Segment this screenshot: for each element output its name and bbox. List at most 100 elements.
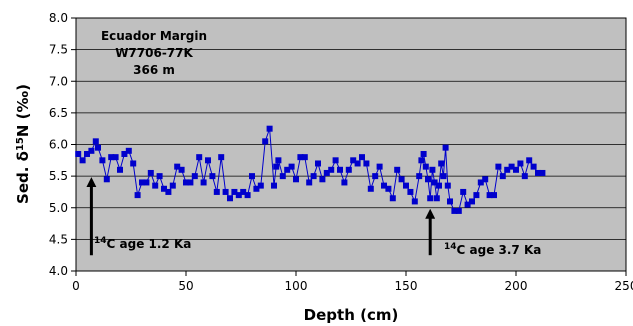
data-point [491,192,497,199]
y-tick-label: 7.0 [49,74,68,88]
annotation-label: 14C age 3.7 Ka [444,242,541,257]
data-point [337,166,343,173]
data-point [451,207,458,214]
annotation-label: 14C age 1.2 Ka [94,236,191,251]
data-point [244,192,251,199]
y-axis-ticks: 4.0 4.5 5.0 5.5 6.0 6.5 7.0 7.5 8.0 [49,11,76,278]
data-point [231,188,238,195]
data-point [508,163,515,170]
data-point [169,182,176,189]
data-point [271,182,277,189]
data-point [385,185,392,192]
data-point [422,163,429,170]
data-point [513,166,519,173]
data-point [279,173,286,180]
x-axis-title: Depth (cm) [304,306,399,324]
data-point [431,179,438,186]
data-point [99,157,106,164]
y-axis-title: Sed. δ15N (‰) [14,84,32,204]
data-point [394,166,401,173]
data-point [372,173,379,180]
data-point [130,160,137,167]
data-point [504,166,511,173]
data-point [161,185,167,192]
data-point [447,198,453,205]
data-point [341,179,348,186]
data-point [262,138,269,145]
data-point [438,160,445,167]
data-point [213,188,220,195]
data-point [88,147,95,154]
x-tick-label: 100 [285,279,308,293]
data-point [240,188,247,195]
gridlines [76,17,626,272]
data-point [103,176,110,183]
data-point [363,160,370,167]
data-point [444,182,451,189]
data-point [332,157,339,164]
data-point [75,150,82,157]
data-point [420,150,427,157]
data-point [517,160,524,167]
data-point [92,138,99,145]
data-point [249,173,255,180]
series-line [75,125,546,214]
y-tick-label: 6.0 [49,138,68,152]
data-point [266,125,273,132]
data-point [235,192,242,199]
data-point [121,150,128,157]
data-point [284,166,291,173]
y-tick-label: 6.5 [49,106,68,120]
data-point [436,182,442,189]
data-point [315,160,321,167]
data-point [328,166,335,173]
data-point [345,166,352,173]
x-tick-label: 200 [505,279,528,293]
data-point [495,163,502,170]
data-point [112,154,119,161]
data-point [174,163,181,170]
data-point [398,176,405,183]
data-point [425,176,431,183]
data-point [464,201,471,208]
data-point [486,192,493,199]
data-point [275,157,282,164]
inset-label-line-1: Ecuador Margin [101,29,207,43]
data-point [253,185,260,192]
data-point [350,157,357,164]
data-point [323,169,330,176]
data-point [535,169,541,176]
data-point [218,154,225,161]
data-point [381,182,387,189]
data-point [433,195,440,202]
data-point [205,157,211,164]
data-point [196,154,203,161]
annotations: 14C age 1.2 Ka 14C age 3.7 Ka [86,177,541,257]
data-point [473,192,480,199]
data-point [306,179,313,186]
data-point [257,182,264,189]
data-point [389,195,396,202]
data-point [359,154,365,161]
y-tick-label: 5.5 [49,169,68,183]
data-point [403,182,409,189]
data-point [416,173,423,180]
data-point [429,166,436,173]
data-point [134,192,141,199]
data-point [482,176,489,183]
data-point [297,154,304,161]
y-tick-label: 4.5 [49,232,68,246]
data-point [147,169,154,176]
data-point [125,147,132,154]
data-point [139,179,145,186]
data-point [187,179,194,186]
data-point [143,179,150,186]
data-point [526,157,533,164]
x-axis-ticks: 0 50 100 150 200 250 [72,271,633,293]
data-point [442,144,449,151]
data-point [499,173,506,180]
data-point [455,207,462,214]
x-tick-label: 150 [395,279,418,293]
x-tick-label: 250 [615,279,633,293]
